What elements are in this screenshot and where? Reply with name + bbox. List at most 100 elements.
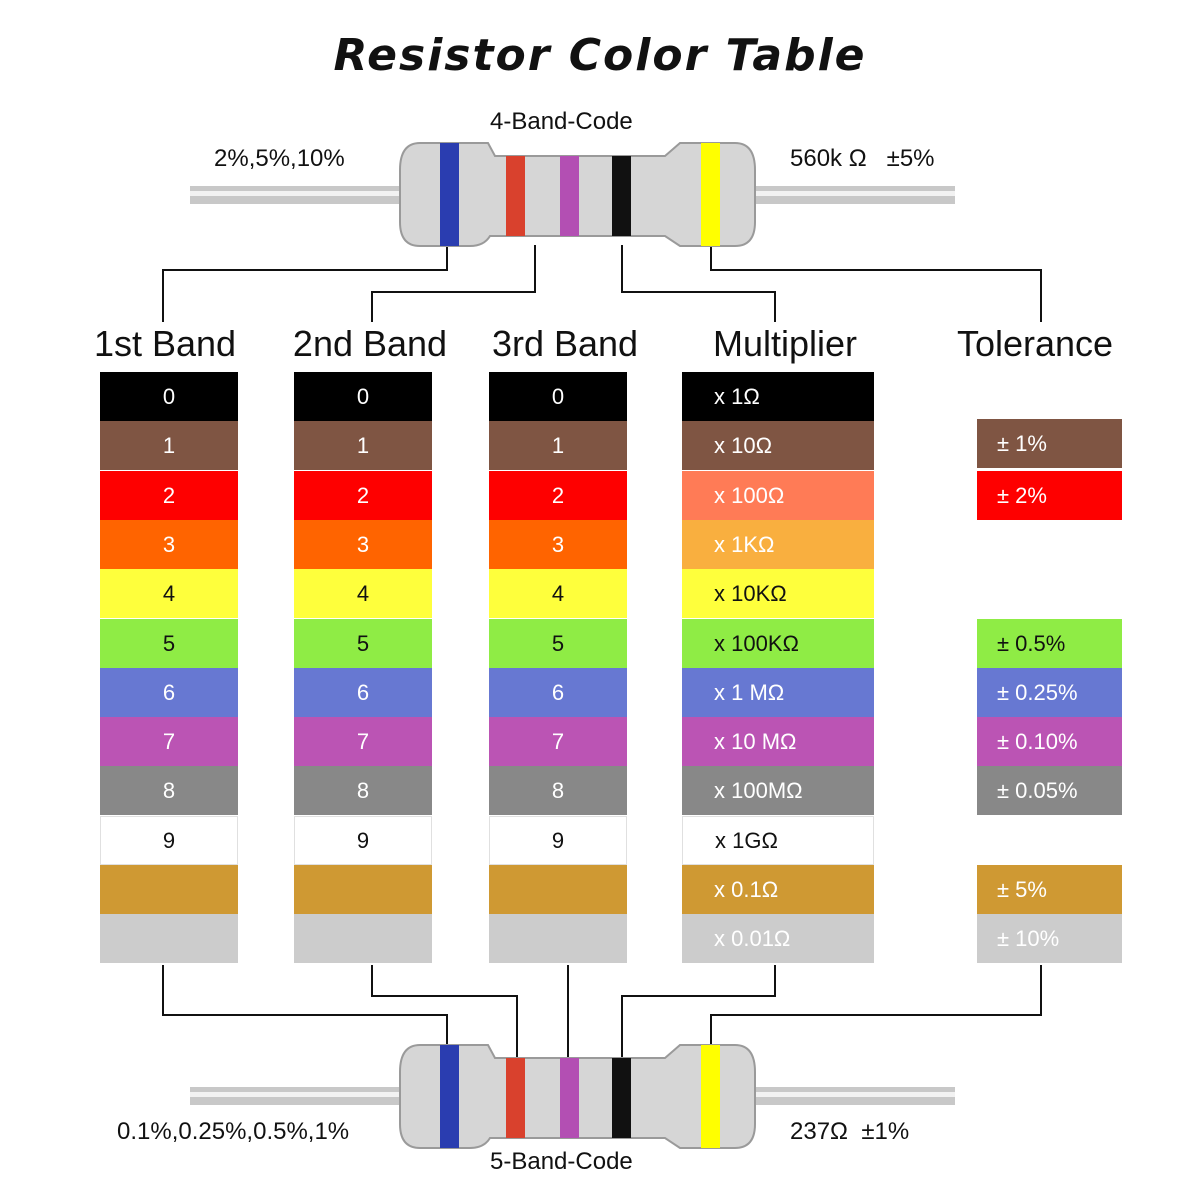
band3-grey-cell: 8 <box>489 766 627 815</box>
tolerance-red-cell: ± 2% <box>977 471 1122 520</box>
band-black <box>612 1058 631 1138</box>
band2-red-cell: 2 <box>294 471 432 520</box>
band1-white-cell: 9 <box>100 816 238 865</box>
band1-white-cell-text: 9 <box>162 827 176 853</box>
multiplier-yellow-cell-text: x 10KΩ <box>714 580 787 606</box>
band1-brown-cell-text: 1 <box>162 432 176 458</box>
tolerance-silver-cell: ± 10% <box>977 914 1122 963</box>
band1-red-cell: 2 <box>100 471 238 520</box>
band2-orange-cell: 3 <box>294 520 432 569</box>
multiplier-yellow-cell: x 10KΩ <box>682 569 874 618</box>
tolerance-blue-cell-text: ± 0.25% <box>997 679 1078 705</box>
band3-white-cell-text: 9 <box>551 827 565 853</box>
band2-blue-cell-text: 6 <box>356 679 370 705</box>
band1-grey-cell: 8 <box>100 766 238 815</box>
band3-black-cell-text: 0 <box>551 383 565 409</box>
band2-brown-cell-text: 1 <box>356 432 370 458</box>
tolerance-violet-cell-text: ± 0.10% <box>997 728 1078 754</box>
multiplier-orange-cell-text: x 1KΩ <box>714 531 775 557</box>
bottom-connector-lines <box>162 965 1042 1058</box>
band3-brown-cell: 1 <box>489 421 627 470</box>
multiplier-violet-cell-text: x 10 MΩ <box>714 728 797 754</box>
band2-orange-cell-text: 3 <box>356 531 370 557</box>
band3-violet-cell: 7 <box>489 717 627 766</box>
tolerance-red-cell-text: ± 2% <box>997 482 1047 508</box>
band1-blue-cell-text: 6 <box>162 679 176 705</box>
tolerance-blue-cell: ± 0.25% <box>977 668 1122 717</box>
header-1st-band: 1st Band <box>93 323 237 364</box>
band2-yellow-cell-text: 4 <box>356 580 370 606</box>
header-multiplier: Multiplier <box>712 323 858 364</box>
multiplier-black-cell-text: x 1Ω <box>714 383 760 409</box>
multiplier-silver-cell-text: x 0.01Ω <box>714 925 791 951</box>
band2-blue-cell: 6 <box>294 668 432 717</box>
band3-silver-cell <box>489 914 627 963</box>
band2-violet-cell: 7 <box>294 717 432 766</box>
band-red <box>506 156 525 236</box>
band3-white-cell: 9 <box>489 816 627 865</box>
five-band-example-value: 237Ω ±1% <box>790 1118 910 1145</box>
multiplier-red-cell: x 100Ω <box>682 471 874 520</box>
tolerance-green-cell-text: ± 0.5% <box>997 630 1066 656</box>
multiplier-brown-cell-text: x 10Ω <box>714 432 773 458</box>
page-title: Resistor Color Table <box>333 30 867 81</box>
tolerance-grey-cell: ± 0.05% <box>977 766 1122 815</box>
band1-violet-cell: 7 <box>100 717 238 766</box>
bottom-resistor <box>190 1044 955 1149</box>
band2-brown-cell: 1 <box>294 421 432 470</box>
band3-violet-cell-text: 7 <box>551 728 565 754</box>
five-band-tolerance-options: 0.1%,0.25%,0.5%,1% <box>117 1118 350 1145</box>
band1-green-cell: 5 <box>100 619 238 668</box>
band3-orange-cell: 3 <box>489 520 627 569</box>
band3-yellow-cell-text: 4 <box>551 580 565 606</box>
multiplier-silver-cell: x 0.01Ω <box>682 914 874 963</box>
multiplier-brown-cell: x 10Ω <box>682 421 874 470</box>
multiplier-red-cell-text: x 100Ω <box>714 482 785 508</box>
tolerance-brown-cell-text: ± 1% <box>997 430 1047 456</box>
five-band-code-label: 5-Band-Code <box>490 1148 633 1175</box>
band1-yellow-cell: 4 <box>100 569 238 618</box>
band2-grey-cell-text: 8 <box>356 777 370 803</box>
band3-red-cell: 2 <box>489 471 627 520</box>
multiplier-gold-cell: x 0.1Ω <box>682 865 874 914</box>
band1-red-cell-text: 2 <box>162 482 176 508</box>
multiplier-white-cell: x 1GΩ <box>682 816 874 865</box>
band2-grey-cell: 8 <box>294 766 432 815</box>
band-blue <box>440 143 459 246</box>
band2-yellow-cell: 4 <box>294 569 432 618</box>
four-band-code-label: 4-Band-Code <box>490 108 633 135</box>
tolerance-gold-cell-text: ± 5% <box>997 876 1047 902</box>
band2-red-cell-text: 2 <box>356 482 370 508</box>
band-red <box>506 1058 525 1138</box>
band-black <box>612 156 631 236</box>
multiplier-orange-cell: x 1KΩ <box>682 520 874 569</box>
multiplier-gold-cell-text: x 0.1Ω <box>714 876 779 902</box>
band1-orange-cell-text: 3 <box>162 531 176 557</box>
band2-violet-cell-text: 7 <box>356 728 370 754</box>
band1-brown-cell: 1 <box>100 421 238 470</box>
header-tolerance: Tolerance <box>956 323 1114 364</box>
band2-white-cell: 9 <box>294 816 432 865</box>
band3-red-cell-text: 2 <box>551 482 565 508</box>
band1-grey-cell-text: 8 <box>162 777 176 803</box>
multiplier-green-cell: x 100KΩ <box>682 619 874 668</box>
tolerance-violet-cell: ± 0.10% <box>977 717 1122 766</box>
band1-orange-cell: 3 <box>100 520 238 569</box>
band2-silver-cell <box>294 914 432 963</box>
band3-yellow-cell: 4 <box>489 569 627 618</box>
multiplier-green-cell-text: x 100KΩ <box>714 630 799 656</box>
tolerance-brown-cell: ± 1% <box>977 419 1122 468</box>
band-violet <box>560 1058 579 1138</box>
multiplier-violet-cell: x 10 MΩ <box>682 717 874 766</box>
band3-green-cell-text: 5 <box>551 630 565 656</box>
header-3rd-band: 3rd Band <box>491 323 639 364</box>
band2-black-cell-text: 0 <box>356 383 370 409</box>
multiplier-grey-cell: x 100MΩ <box>682 766 874 815</box>
multiplier-black-cell: x 1Ω <box>682 372 874 421</box>
band1-black-cell-text: 0 <box>162 383 176 409</box>
band-yellow <box>701 1045 720 1148</box>
tolerance-green-cell: ± 0.5% <box>977 619 1122 668</box>
band2-black-cell: 0 <box>294 372 432 421</box>
band3-black-cell: 0 <box>489 372 627 421</box>
band1-violet-cell-text: 7 <box>162 728 176 754</box>
